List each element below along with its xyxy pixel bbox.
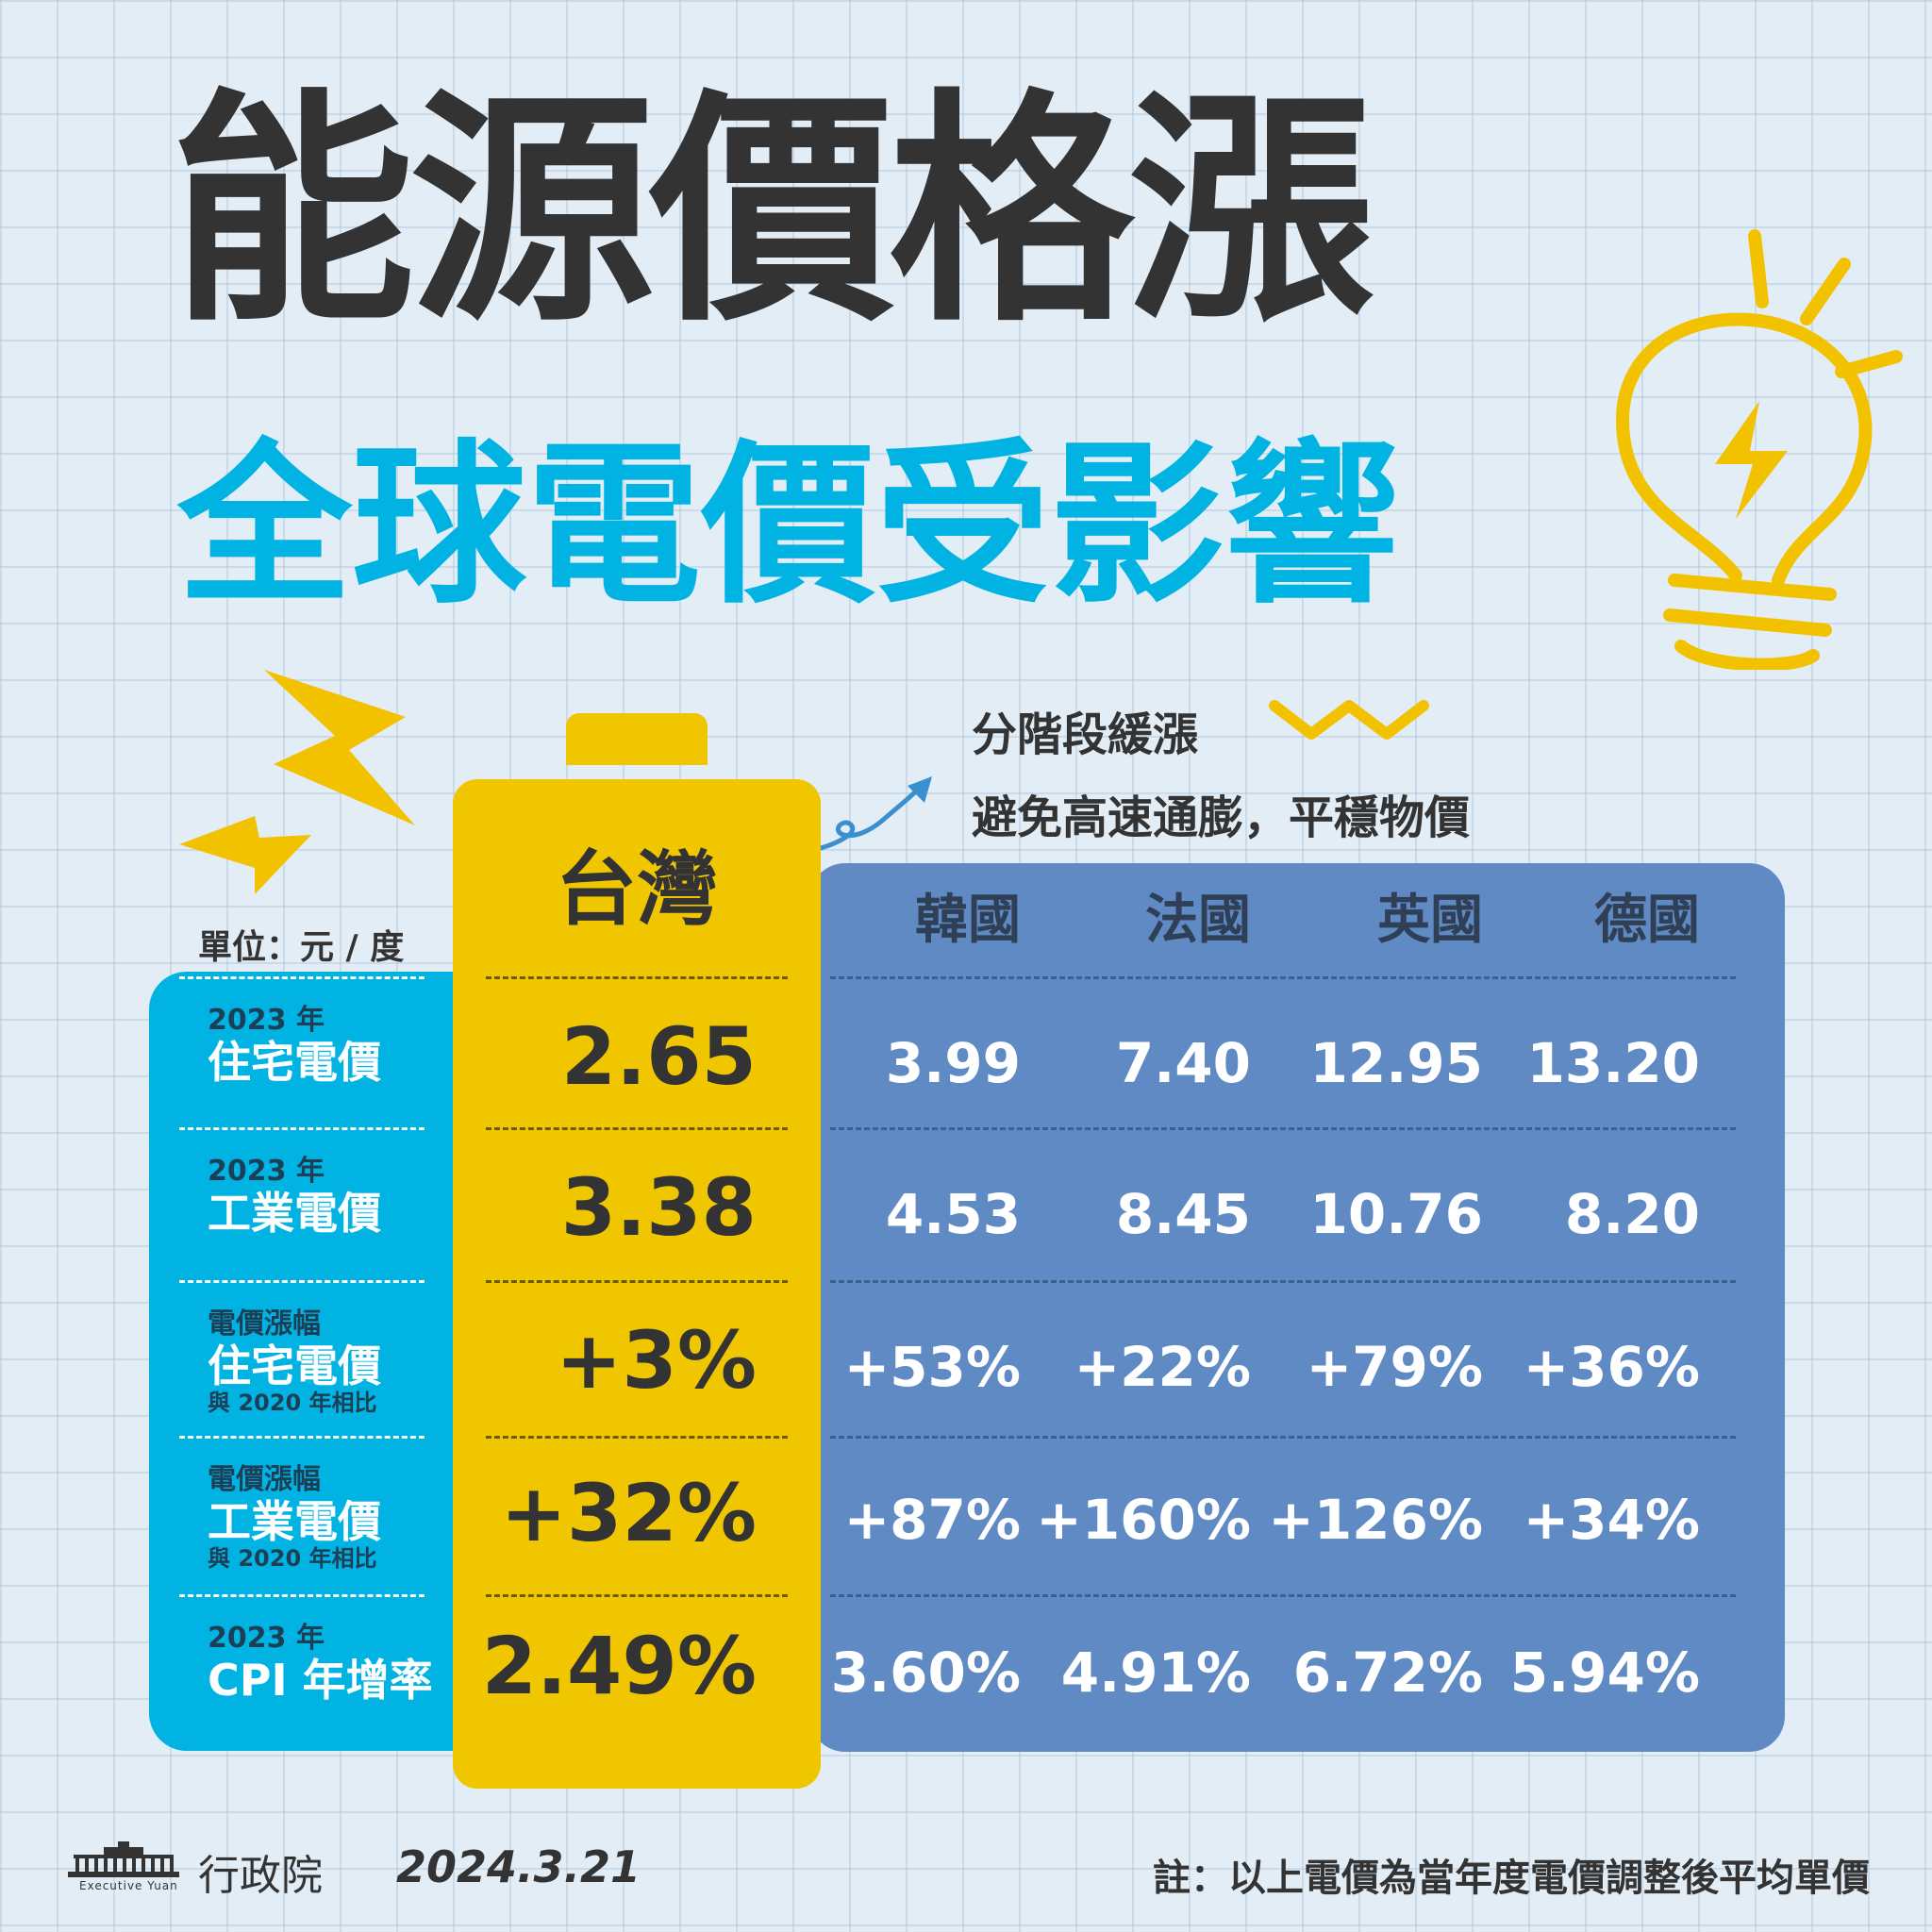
country-value: +53% — [843, 1335, 1021, 1399]
country-header: 德國 — [1594, 890, 1700, 951]
row-label-note: 與 2020 年相比 — [208, 1545, 377, 1572]
footer-organization: 行政院 — [198, 1852, 323, 1900]
row-label-caption: 2023 年 — [208, 1155, 325, 1188]
page-title: 能源價格漲 — [170, 70, 1374, 355]
row-divider — [830, 1127, 1736, 1130]
country-value: 4.53 — [885, 1182, 1021, 1246]
country-value: +160% — [1036, 1488, 1251, 1552]
row-label-caption: 電價漲幅 — [208, 1463, 321, 1496]
row-label: 電價漲幅 住宅電價與 2020 年相比 — [208, 1307, 453, 1416]
row-divider — [179, 1127, 425, 1130]
country-value: 3.99 — [885, 1031, 1021, 1095]
row-label-caption: 2023 年 — [208, 1622, 325, 1655]
zigzag-icon — [1269, 700, 1429, 740]
row-label: 2023 年住宅電價 — [208, 1004, 453, 1088]
country-value: 7.40 — [1115, 1031, 1251, 1095]
taiwan-value: +3% — [556, 1314, 757, 1407]
taiwan-header: 台灣 — [556, 842, 718, 937]
row-divider — [830, 1594, 1736, 1597]
country-value: 12.95 — [1309, 1031, 1483, 1095]
row-divider — [179, 1436, 425, 1439]
logo-caption: Executive Yuan — [79, 1879, 178, 1892]
country-value: 6.72% — [1292, 1641, 1483, 1705]
row-label-title: CPI 年增率 — [208, 1655, 433, 1706]
row-divider — [830, 1280, 1736, 1283]
row-label: 2023 年 CPI 年增率 — [208, 1622, 453, 1706]
lightning-bolt-icon — [179, 670, 415, 894]
callout-line-2: 避免高速通膨，平穩物價 — [972, 791, 1471, 844]
country-value: +79% — [1306, 1335, 1483, 1399]
row-divider — [179, 1280, 425, 1283]
taiwan-value: 2.49% — [481, 1620, 757, 1712]
battery-cap — [566, 713, 708, 765]
lightbulb-icon — [1616, 229, 1903, 670]
row-divider — [830, 1436, 1736, 1439]
country-value: 5.94% — [1509, 1641, 1700, 1705]
taiwan-value: 3.38 — [560, 1161, 757, 1254]
comparison-panel — [809, 863, 1785, 1752]
country-value: +22% — [1074, 1335, 1251, 1399]
row-divider — [179, 1594, 425, 1597]
country-header: 英國 — [1377, 890, 1483, 951]
footer-date: 2024.3.21 — [396, 1841, 641, 1892]
country-value: +36% — [1523, 1335, 1700, 1399]
country-value: 8.20 — [1564, 1182, 1700, 1246]
curved-arrow-icon — [764, 776, 932, 858]
unit-label: 單位：元 / 度 — [198, 928, 405, 967]
country-value: 3.60% — [830, 1641, 1021, 1705]
footer-note: 註：以上電價為當年度電價調整後平均單價 — [1153, 1857, 1870, 1900]
row-label-title: 工業電價 — [208, 1496, 381, 1547]
country-header: 韓國 — [915, 890, 1021, 951]
country-value: +126% — [1268, 1488, 1483, 1552]
callout-line-1: 分階段緩漲 — [972, 708, 1199, 761]
taiwan-column — [453, 779, 821, 1789]
country-value: 4.91% — [1060, 1641, 1251, 1705]
row-label-caption: 電價漲幅 — [208, 1307, 321, 1341]
country-value: +87% — [843, 1488, 1021, 1552]
page-subtitle: 全球電價受影響 — [177, 424, 1399, 627]
row-divider — [486, 1280, 788, 1283]
row-label-note: 與 2020 年相比 — [208, 1390, 377, 1416]
callout: 分階段緩漲 避免高速通膨，平穩物價 — [972, 693, 1470, 859]
row-divider — [486, 1127, 788, 1130]
taiwan-value: +32% — [500, 1467, 757, 1559]
country-value: 13.20 — [1526, 1031, 1700, 1095]
row-divider — [486, 1594, 788, 1597]
row-divider — [179, 976, 425, 979]
row-label-title: 工業電價 — [208, 1188, 381, 1239]
row-divider — [830, 976, 1736, 979]
country-value: 10.76 — [1309, 1182, 1483, 1246]
country-value: +34% — [1523, 1488, 1700, 1552]
row-divider — [486, 976, 788, 979]
country-header: 法國 — [1145, 890, 1251, 951]
row-label-caption: 2023 年 — [208, 1004, 325, 1037]
country-value: 8.45 — [1115, 1182, 1251, 1246]
executive-yuan-logo-icon — [68, 1841, 179, 1877]
taiwan-value: 2.65 — [560, 1010, 757, 1103]
row-label: 2023 年工業電價 — [208, 1155, 453, 1239]
row-label: 電價漲幅 工業電價與 2020 年相比 — [208, 1463, 453, 1572]
row-label-title: 住宅電價 — [208, 1037, 381, 1088]
row-label-title: 住宅電價 — [208, 1341, 381, 1391]
row-divider — [486, 1436, 788, 1439]
